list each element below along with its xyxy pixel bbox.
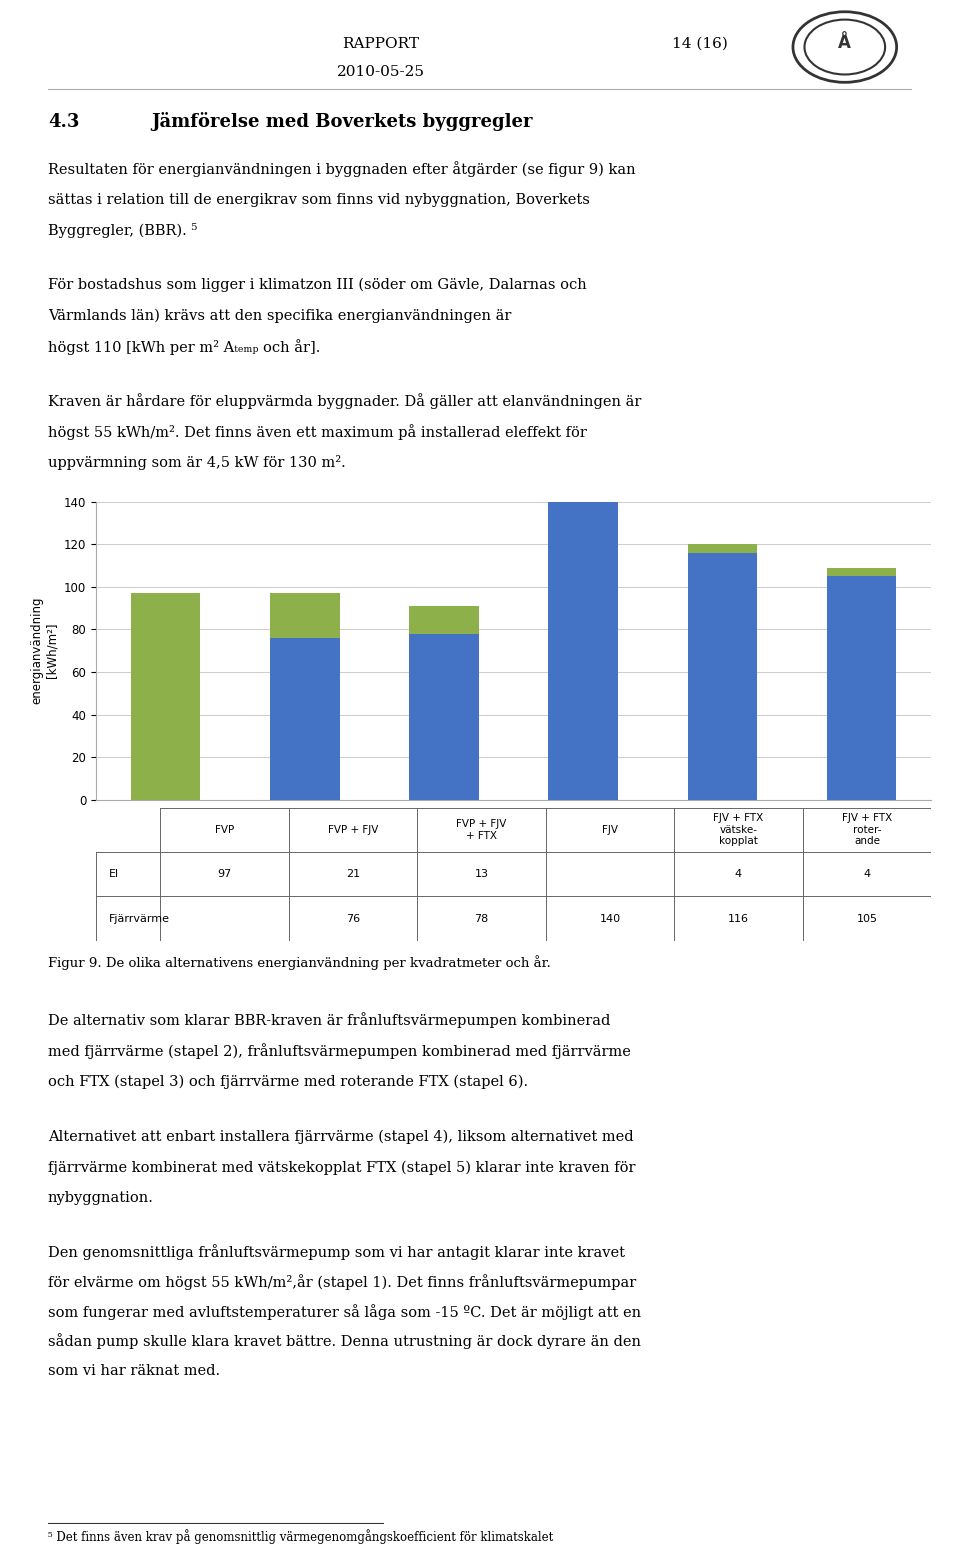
Bar — [687, 554, 757, 800]
Bar — [409, 605, 479, 633]
Text: Fjärrvärme: Fjärrvärme — [108, 914, 170, 924]
Text: sättas i relation till de energikrav som finns vid nybyggnation, Boverkets: sättas i relation till de energikrav som… — [48, 193, 589, 207]
Bar — [131, 593, 201, 800]
Text: som vi har räknat med.: som vi har räknat med. — [48, 1364, 220, 1378]
Text: med fjärrvärme (stapel 2), frånluftsvärmepumpen kombinerad med fjärrvärme: med fjärrvärme (stapel 2), frånluftsvärm… — [48, 1043, 631, 1060]
Text: FVP: FVP — [215, 825, 234, 834]
Text: 14 (16): 14 (16) — [672, 38, 728, 50]
Text: 21: 21 — [346, 869, 360, 880]
Text: sådan pump skulle klara kravet bättre. Denna utrustning är dock dyrare än den: sådan pump skulle klara kravet bättre. D… — [48, 1333, 641, 1350]
Text: FJV + FTX
vätske-
kopplat: FJV + FTX vätske- kopplat — [713, 814, 763, 847]
Text: 76: 76 — [346, 914, 360, 924]
Text: För bostadshus som ligger i klimatzon III (söder om Gävle, Dalarnas och: För bostadshus som ligger i klimatzon II… — [48, 278, 587, 292]
Text: Å: Å — [838, 34, 852, 52]
Bar — [827, 568, 897, 575]
Bar — [827, 575, 897, 800]
Text: och FTX (stapel 3) och fjärrvärme med roterande FTX (stapel 6).: och FTX (stapel 3) och fjärrvärme med ro… — [48, 1076, 528, 1090]
Text: ⁵ Det finns även krav på genomsnittlig värmegenomgångskoefficient för klimatskal: ⁵ Det finns även krav på genomsnittlig v… — [48, 1529, 553, 1544]
Text: 2010-05-25: 2010-05-25 — [337, 66, 424, 80]
Text: för elvärme om högst 55 kWh/m²,år (stapel 1). Det finns frånluftsvärmepumpar: för elvärme om högst 55 kWh/m²,år (stape… — [48, 1273, 636, 1290]
Y-axis label: energianvändning
[kWh/m²]: energianvändning [kWh/m²] — [31, 597, 59, 704]
Text: 4: 4 — [735, 869, 742, 880]
Text: RAPPORT: RAPPORT — [342, 38, 420, 50]
Text: FJV: FJV — [602, 825, 618, 834]
Text: 4: 4 — [863, 869, 871, 880]
Text: nybyggnation.: nybyggnation. — [48, 1192, 154, 1206]
Text: högst 110 [kWh per m² Aₜₑₘₚ och år].: högst 110 [kWh per m² Aₜₑₘₚ och år]. — [48, 339, 321, 354]
Bar — [270, 593, 340, 638]
Bar — [548, 502, 618, 800]
Text: 105: 105 — [856, 914, 877, 924]
Text: Alternativet att enbart installera fjärrvärme (stapel 4), liksom alternativet me: Alternativet att enbart installera fjärr… — [48, 1129, 634, 1143]
Text: 78: 78 — [474, 914, 489, 924]
Text: uppvärmning som är 4,5 kW för 130 m².: uppvärmning som är 4,5 kW för 130 m². — [48, 455, 346, 470]
Text: 140: 140 — [599, 914, 620, 924]
Text: Kraven är hårdare för eluppvärmda byggnader. Då gäller att elanvändningen är: Kraven är hårdare för eluppvärmda byggna… — [48, 394, 641, 409]
Text: El: El — [108, 869, 119, 880]
Text: 13: 13 — [474, 869, 489, 880]
Text: FVP + FJV
+ FTX: FVP + FJV + FTX — [456, 818, 507, 840]
Text: 116: 116 — [728, 914, 749, 924]
Bar — [687, 544, 757, 554]
Text: högst 55 kWh/m². Det finns även ett maximum på installerad eleffekt för: högst 55 kWh/m². Det finns även ett maxi… — [48, 423, 587, 441]
Text: FVP + FJV: FVP + FJV — [327, 825, 378, 834]
Text: 4.3: 4.3 — [48, 113, 80, 130]
Text: Den genomsnittliga frånluftsvärmepump som vi har antagit klarar inte kravet: Den genomsnittliga frånluftsvärmepump so… — [48, 1243, 625, 1261]
Text: De alternativ som klarar BBR-kraven är frånluftsvärmepumpen kombinerad: De alternativ som klarar BBR-kraven är f… — [48, 1013, 611, 1029]
Text: som fungerar med avluftstemperaturer så låga som -15 ºC. Det är möjligt att en: som fungerar med avluftstemperaturer så … — [48, 1303, 641, 1320]
Text: fjärrvärme kombinerat med vätskekopplat FTX (stapel 5) klarar inte kraven för: fjärrvärme kombinerat med vätskekopplat … — [48, 1160, 636, 1174]
Text: FJV + FTX
roter-
ande: FJV + FTX roter- ande — [842, 814, 892, 847]
Text: 97: 97 — [217, 869, 231, 880]
Text: Värmlands län) krävs att den specifika energianvändningen är: Värmlands län) krävs att den specifika e… — [48, 309, 512, 323]
Text: Figur 9. De olika alternativens energianvändning per kvadratmeter och år.: Figur 9. De olika alternativens energian… — [48, 955, 551, 971]
Bar — [409, 633, 479, 800]
Bar — [270, 638, 340, 800]
Text: Byggregler, (BBR). ⁵: Byggregler, (BBR). ⁵ — [48, 223, 198, 238]
Text: Resultaten för energianvändningen i byggnaden efter åtgärder (se figur 9) kan: Resultaten för energianvändningen i bygg… — [48, 162, 636, 177]
Text: Jämförelse med Boverkets byggregler: Jämförelse med Boverkets byggregler — [152, 111, 533, 132]
